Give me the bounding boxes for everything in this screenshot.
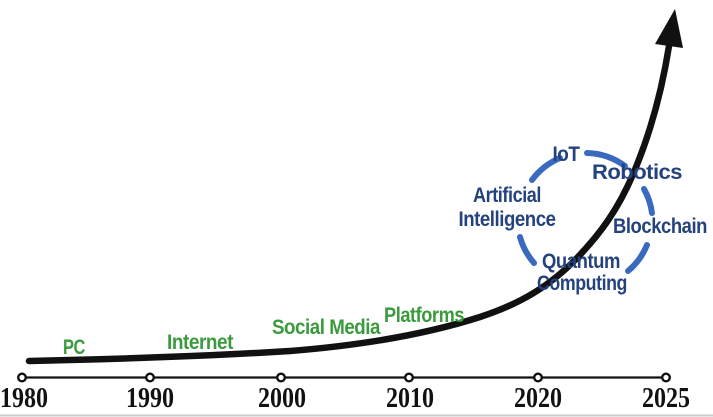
- tech-label-quantum-line1: Quantum: [542, 250, 620, 273]
- tick-marker-2020: [533, 372, 544, 383]
- cycle-arc-blockchain-to-quantum: [625, 242, 650, 274]
- year-label-2010: 2010: [386, 383, 434, 414]
- era-label-pc: PC: [63, 336, 85, 359]
- year-label-2000: 2000: [258, 383, 306, 414]
- tech-label-blockchain: Blockchain: [613, 215, 707, 238]
- year-label-1990: 1990: [126, 383, 174, 414]
- era-label-social-media: Social Media: [272, 316, 381, 339]
- tick-marker-1980: [17, 372, 28, 383]
- tech-label-iot: IoT: [553, 143, 581, 166]
- tech-label-robotics: Robotics: [592, 161, 682, 184]
- cycle-arc-quantum-to-ai: [517, 234, 537, 266]
- era-label-platforms: Platforms: [384, 304, 464, 327]
- tech-label-quantum-line2: Computing: [537, 272, 627, 295]
- year-label-2025: 2025: [642, 383, 690, 414]
- cycle-arc-robotics-to-blockchain: [641, 186, 655, 216]
- tick-marker-2000: [276, 372, 287, 383]
- year-label-1980: 1980: [0, 383, 48, 414]
- tick-marker-2025: [661, 372, 672, 383]
- growth-curve-arrowhead-icon: [655, 9, 683, 48]
- year-label-2020: 2020: [514, 383, 562, 414]
- tech-label-ai-line2: Intelligence: [459, 208, 556, 231]
- tick-marker-2010: [404, 372, 415, 383]
- growth-curve: [25, 42, 673, 365]
- tech-label-ai-line1: Artificial: [473, 184, 541, 207]
- tick-marker-1990: [144, 372, 155, 383]
- era-label-internet: Internet: [167, 331, 233, 354]
- cycle-arc-ai-to-iot: [529, 155, 563, 183]
- cycle-arc-iot-to-robotics: [584, 150, 628, 169]
